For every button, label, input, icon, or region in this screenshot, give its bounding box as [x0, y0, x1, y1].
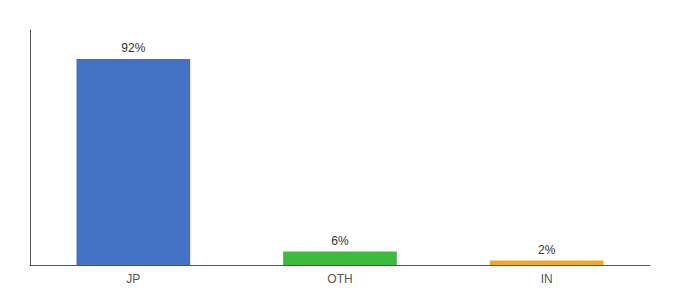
- svg-text:OTH: OTH: [327, 272, 352, 286]
- svg-text:92%: 92%: [121, 41, 145, 55]
- svg-text:6%: 6%: [331, 234, 349, 248]
- svg-text:JP: JP: [126, 272, 140, 286]
- svg-text:IN: IN: [541, 272, 553, 286]
- svg-text:2%: 2%: [538, 243, 556, 257]
